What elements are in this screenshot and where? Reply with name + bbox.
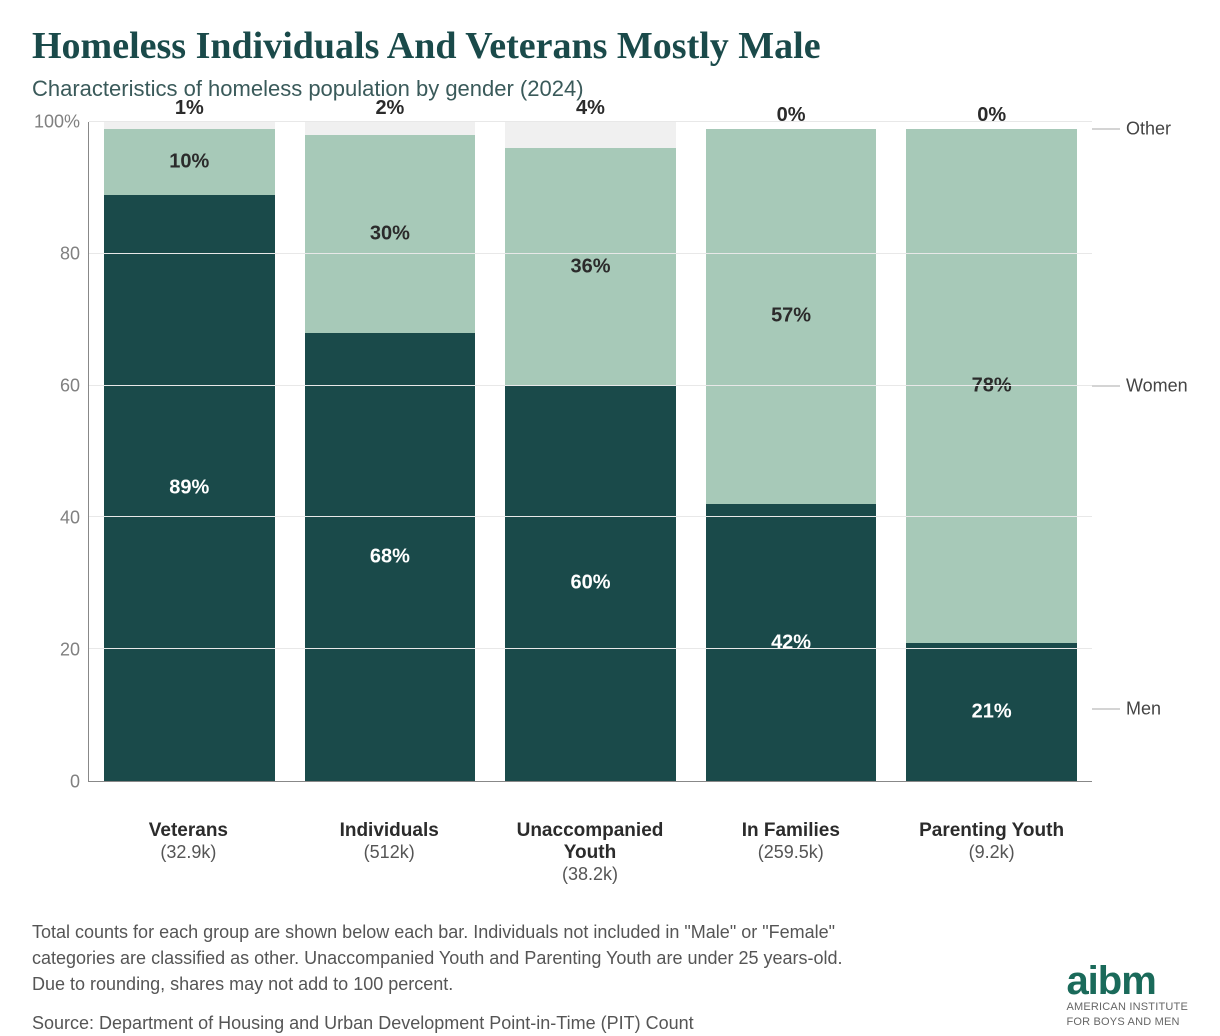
segment-label: 0% xyxy=(977,104,1006,127)
legend: OtherWomenMen xyxy=(1092,122,1188,782)
logo-subtext-2: FOR BOYS AND MEN xyxy=(1066,1016,1188,1029)
segment-label: 68% xyxy=(370,545,410,568)
bar-column: 4% 36% 60% xyxy=(505,122,676,781)
x-sublabel: (259.5k) xyxy=(705,842,876,863)
segment-men: 21% xyxy=(906,643,1077,781)
y-tick: 20 xyxy=(60,640,80,661)
y-axis: 100%806040200 xyxy=(32,122,88,782)
legend-label: Women xyxy=(1126,376,1188,397)
x-label: Unaccompanied Youth(38.2k) xyxy=(505,810,676,885)
legend-item: Other xyxy=(1092,118,1171,139)
grid-line xyxy=(89,648,1092,649)
x-sublabel: (38.2k) xyxy=(505,864,676,885)
logo-text: aibm xyxy=(1066,963,1188,999)
grid-line xyxy=(89,253,1092,254)
bar-column: 2% 30% 68% xyxy=(305,122,476,781)
source-line: Source: Department of Housing and Urban … xyxy=(32,1013,862,1034)
segment-women: 30% xyxy=(305,135,476,333)
grid-line xyxy=(89,121,1092,122)
bars-container: 1% 10% 89% 2% 30% 68% 4% 36% 60% 57%0% 42% 78%0% 21% xyxy=(89,122,1092,781)
segment-label: 89% xyxy=(169,476,209,499)
x-sublabel: (512k) xyxy=(304,842,475,863)
legend-tick-line xyxy=(1092,386,1120,387)
legend-label: Men xyxy=(1126,699,1161,720)
segment-label: 30% xyxy=(370,223,410,246)
y-tick: 80 xyxy=(60,244,80,265)
segment-label: 1% xyxy=(175,97,204,120)
segment-other: 1% xyxy=(104,122,275,129)
segment-other: 2% xyxy=(305,122,476,135)
x-label: Parenting Youth(9.2k) xyxy=(906,810,1077,885)
segment-men: 60% xyxy=(505,386,676,781)
legend-item: Men xyxy=(1092,699,1161,720)
x-label: In Families(259.5k) xyxy=(705,810,876,885)
segment-women: 57%0% xyxy=(706,129,877,505)
legend-tick-line xyxy=(1092,709,1120,710)
segment-label: 4% xyxy=(576,97,605,120)
segment-label: 21% xyxy=(972,700,1012,723)
legend-item: Women xyxy=(1092,376,1188,397)
bar-column: 1% 10% 89% xyxy=(104,122,275,781)
y-tick: 60 xyxy=(60,376,80,397)
segment-label: 0% xyxy=(777,104,806,127)
x-label: Individuals(512k) xyxy=(304,810,475,885)
segment-men: 68% xyxy=(305,333,476,781)
grid-line xyxy=(89,516,1092,517)
segment-label: 42% xyxy=(771,631,811,654)
legend-label: Other xyxy=(1126,118,1171,139)
chart-area: 100%806040200 1%10%89%2%30%68%4%36%60%57… xyxy=(32,122,1188,782)
segment-other: 4% xyxy=(505,122,676,148)
y-tick: 0 xyxy=(70,772,80,793)
segment-label: 57% xyxy=(771,305,811,328)
segment-women: 10% xyxy=(104,129,275,195)
footnote: Total counts for each group are shown be… xyxy=(32,919,862,997)
chart-title: Homeless Individuals And Veterans Mostly… xyxy=(32,24,1188,68)
x-sublabel: (32.9k) xyxy=(103,842,274,863)
segment-label: 60% xyxy=(570,572,610,595)
segment-label: 2% xyxy=(375,97,404,120)
bar-column: 57%0% 42% xyxy=(706,122,877,781)
segment-label: 36% xyxy=(570,255,610,278)
segment-label: 78% xyxy=(972,374,1012,397)
y-tick: 100% xyxy=(34,112,80,133)
x-axis-labels: Veterans(32.9k) Individuals(512k) Unaccomp… xyxy=(88,810,1092,885)
y-tick: 40 xyxy=(60,508,80,529)
segment-men: 89% xyxy=(104,195,275,782)
logo-subtext-1: AMERICAN INSTITUTE xyxy=(1066,1001,1188,1014)
segment-women: 78%0% xyxy=(906,129,1077,643)
segment-label: 10% xyxy=(169,150,209,173)
bar-column: 78%0% 21% xyxy=(906,122,1077,781)
logo: aibm AMERICAN INSTITUTE FOR BOYS AND MEN xyxy=(1066,963,1188,1028)
plot-area: 1% 10% 89% 2% 30% 68% 4% 36% 60% 57%0% 42% 78%0% 21% xyxy=(88,122,1092,782)
footer: Total counts for each group are shown be… xyxy=(32,919,1188,1034)
chart-subtitle: Characteristics of homeless population b… xyxy=(32,76,1188,102)
legend-tick-line xyxy=(1092,128,1120,129)
x-sublabel: (9.2k) xyxy=(906,842,1077,863)
segment-men: 42% xyxy=(706,504,877,781)
grid-line xyxy=(89,385,1092,386)
segment-women: 36% xyxy=(505,148,676,385)
x-label: Veterans(32.9k) xyxy=(103,810,274,885)
